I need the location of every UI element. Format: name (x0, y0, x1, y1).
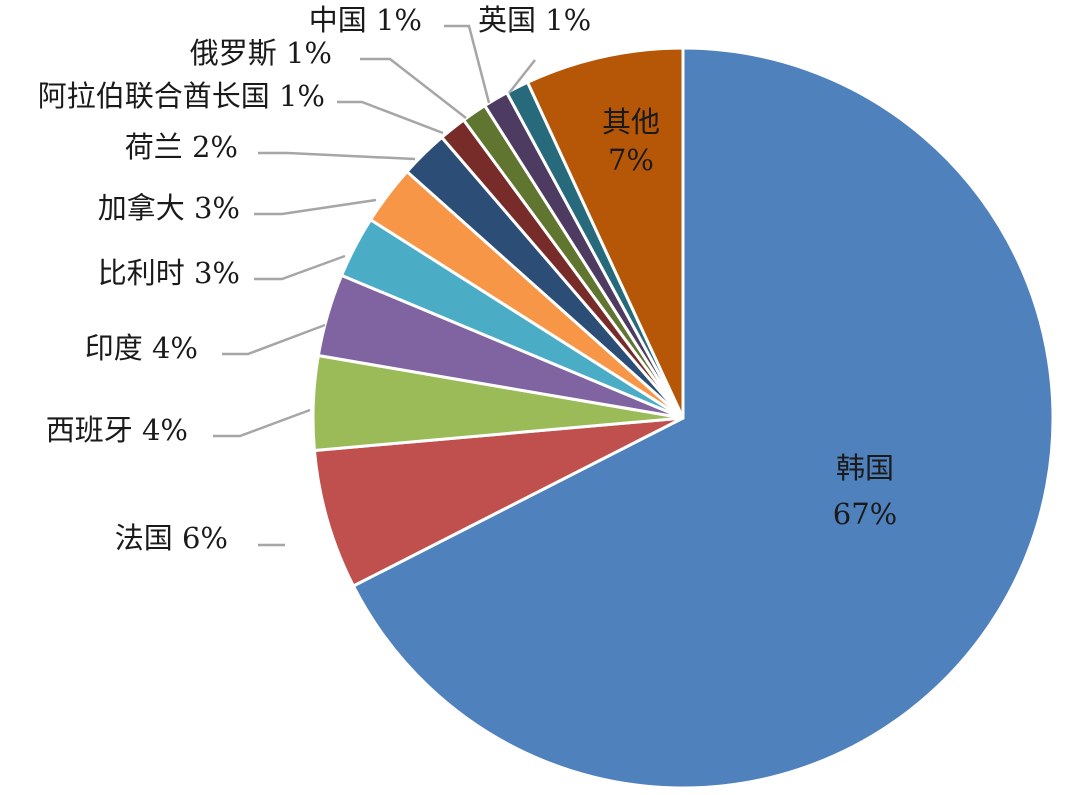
slice-12-wedge (526, 46, 685, 420)
slice-6-label: 加拿大 3% (98, 191, 240, 225)
slice-4-label: 印度 4% (85, 331, 198, 365)
slice-2-label: 法国 6% (115, 521, 228, 555)
slice-12-label: 其他 (602, 105, 660, 139)
slice-1-percent-label: 67% (833, 497, 897, 531)
slice-6-leader-line (254, 198, 377, 216)
slice-1-wedge (351, 46, 1055, 790)
slice-10-label: 中国 1% (309, 3, 422, 37)
slice-labels: 韩国 67% 法国 6% 西班牙 4% 印度 4% 比利时 3% 加拿大 3% 荷兰 2% 阿拉… (38, 3, 897, 555)
slice-11-label: 英国 1% (478, 3, 591, 37)
slice-3-leader-line (213, 408, 311, 438)
slice-9-leader-line (360, 57, 467, 119)
slice-4-leader-line (222, 323, 326, 356)
slice-5-leader-line (254, 254, 346, 281)
slice-10-leader-line (444, 24, 491, 104)
slice-2-wedge (312, 416, 685, 588)
slice-1-label: 韩国 (836, 451, 894, 485)
slice-5-label: 比利时 3% (98, 256, 240, 290)
slice-8-leader-line (337, 100, 444, 135)
slice-3-label: 西班牙 4% (46, 413, 188, 447)
slice-11-leader-line (508, 59, 536, 94)
slice-12-percent-label: 7% (608, 143, 654, 177)
slice-8-label: 阿拉伯联合酋长国 1% (38, 79, 325, 113)
slice-7-leader-line (258, 151, 416, 161)
leader-lines (213, 24, 536, 547)
pie-slices (311, 46, 1055, 790)
slice-7-label: 荷兰 2% (125, 130, 238, 164)
slice-9-label: 俄罗斯 1% (190, 36, 332, 70)
